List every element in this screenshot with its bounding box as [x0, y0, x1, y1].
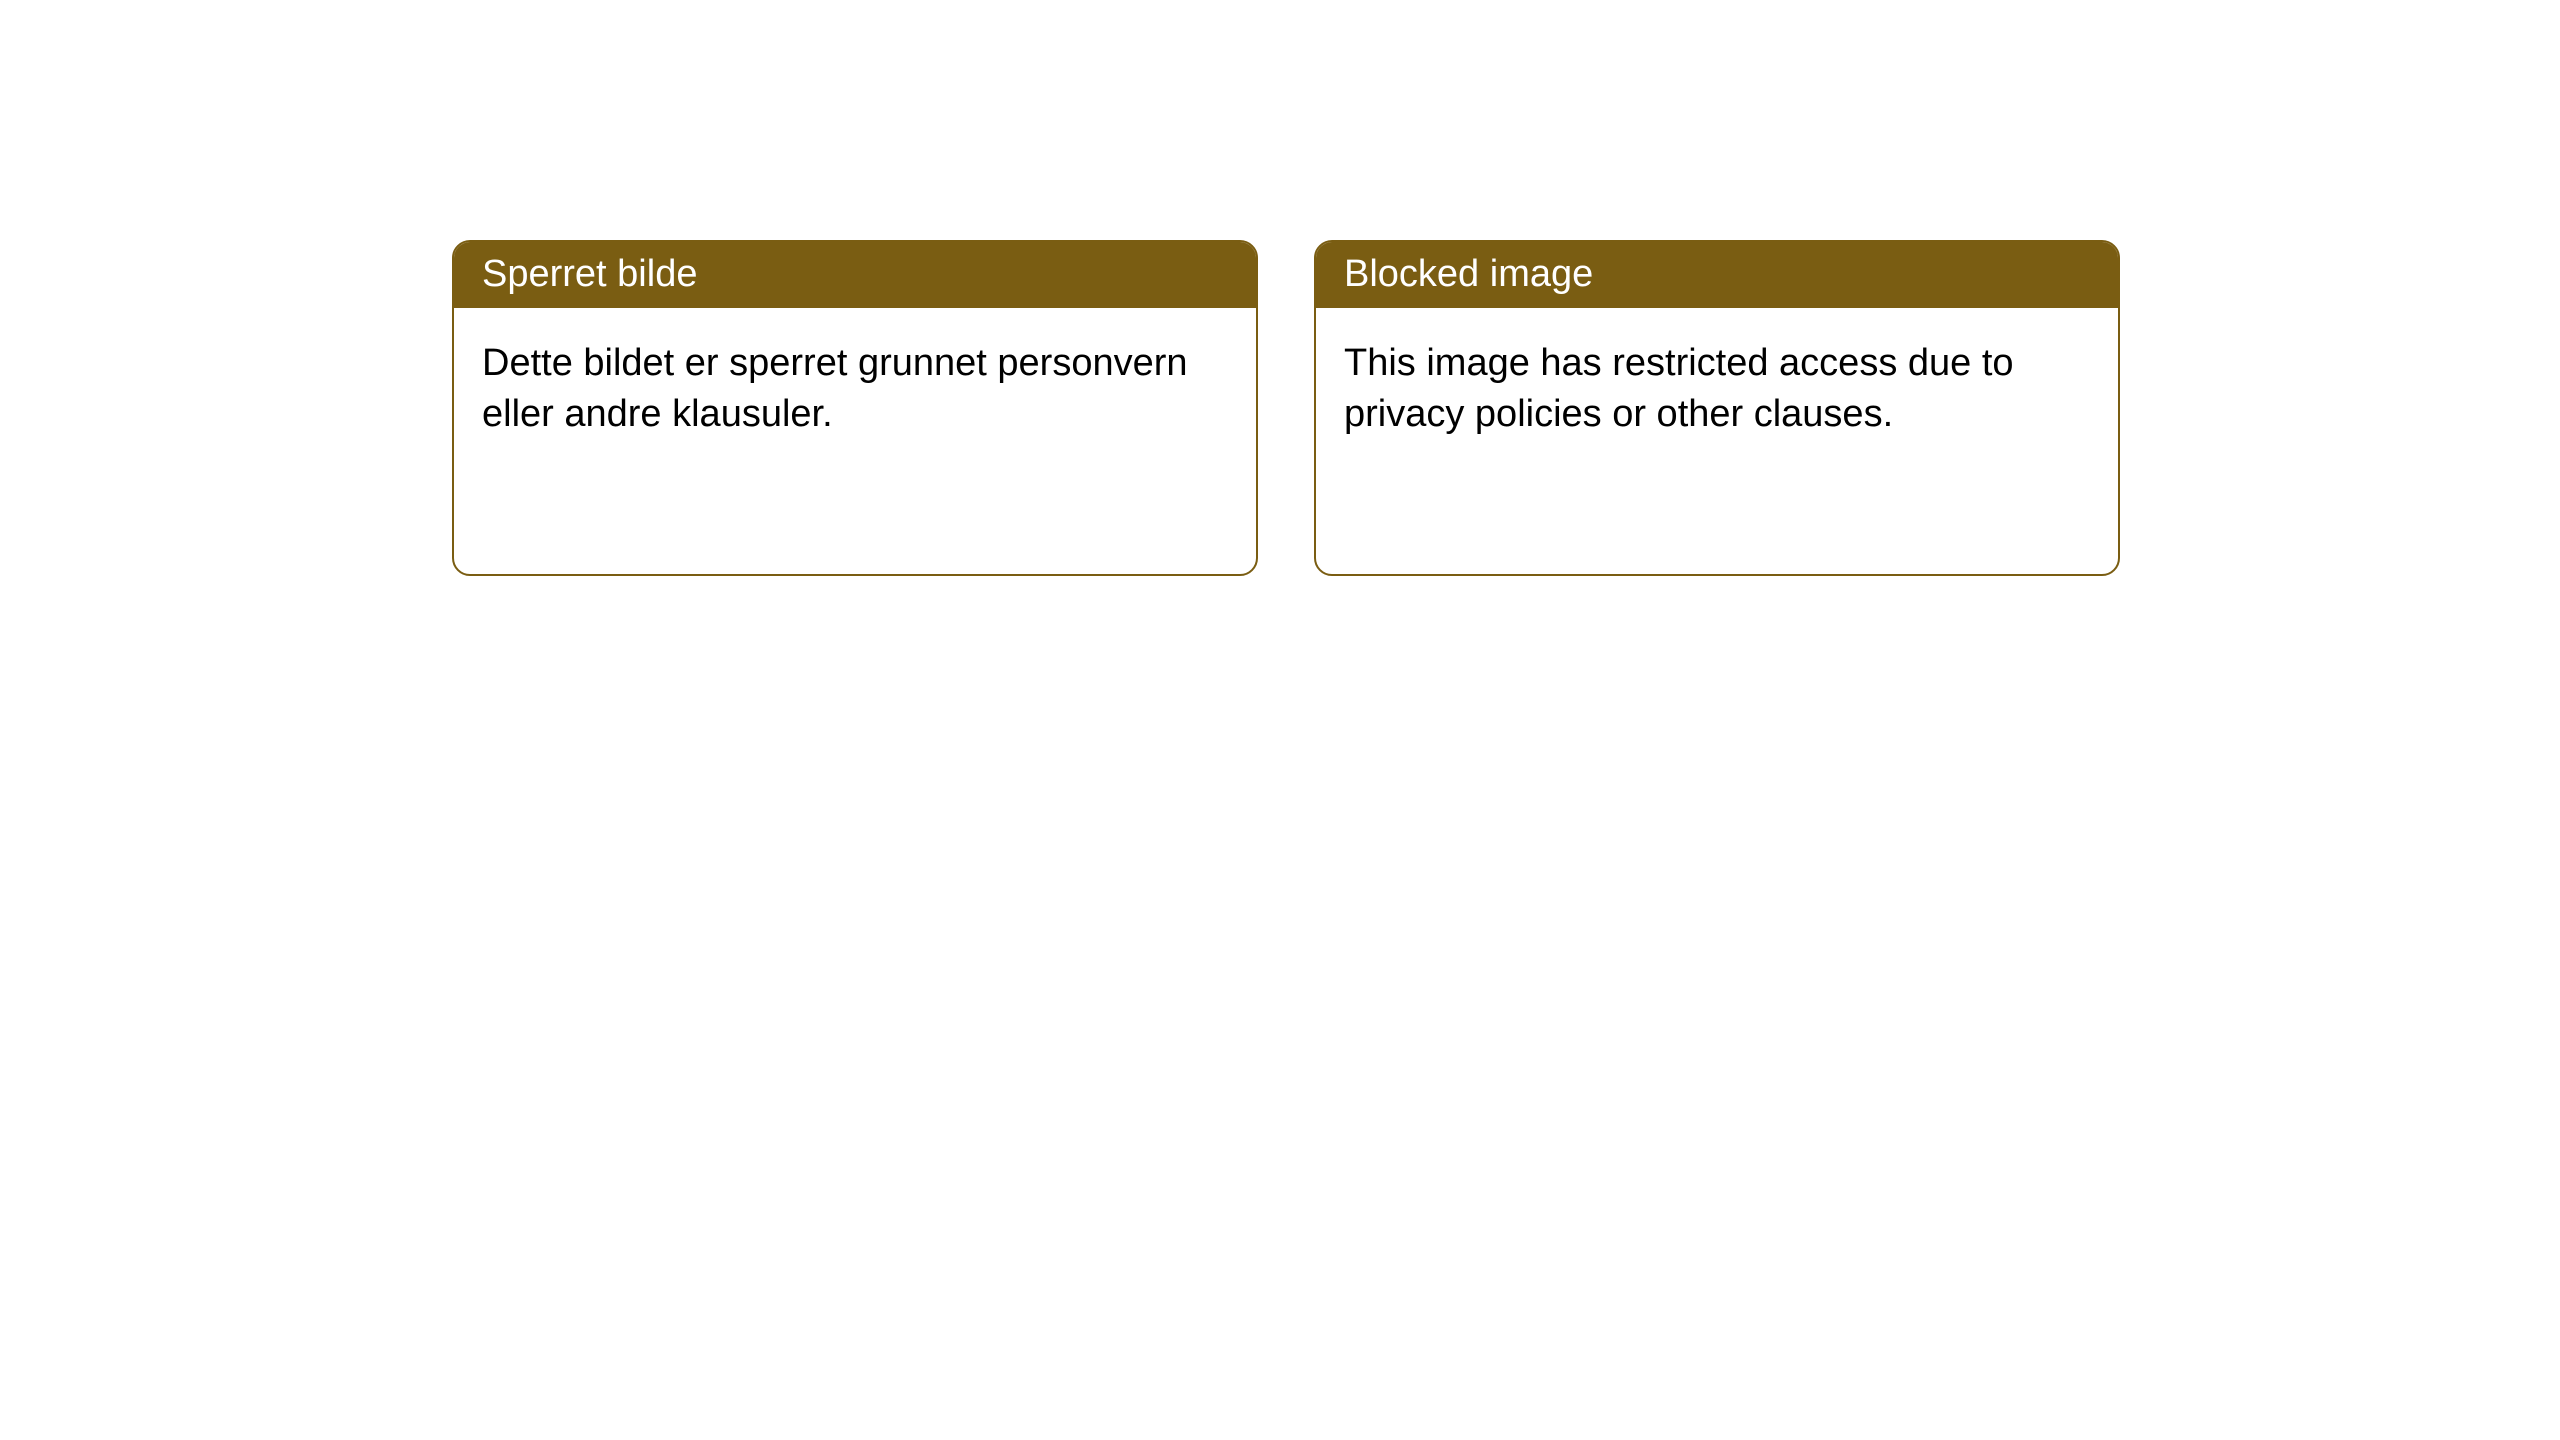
notice-card-norwegian: Sperret bilde Dette bildet er sperret gr… [452, 240, 1258, 576]
notice-header: Sperret bilde [454, 242, 1256, 308]
notice-header: Blocked image [1316, 242, 2118, 308]
notice-container: Sperret bilde Dette bildet er sperret gr… [0, 0, 2560, 576]
notice-card-english: Blocked image This image has restricted … [1314, 240, 2120, 576]
notice-body: This image has restricted access due to … [1316, 308, 2118, 471]
notice-body: Dette bildet er sperret grunnet personve… [454, 308, 1256, 471]
